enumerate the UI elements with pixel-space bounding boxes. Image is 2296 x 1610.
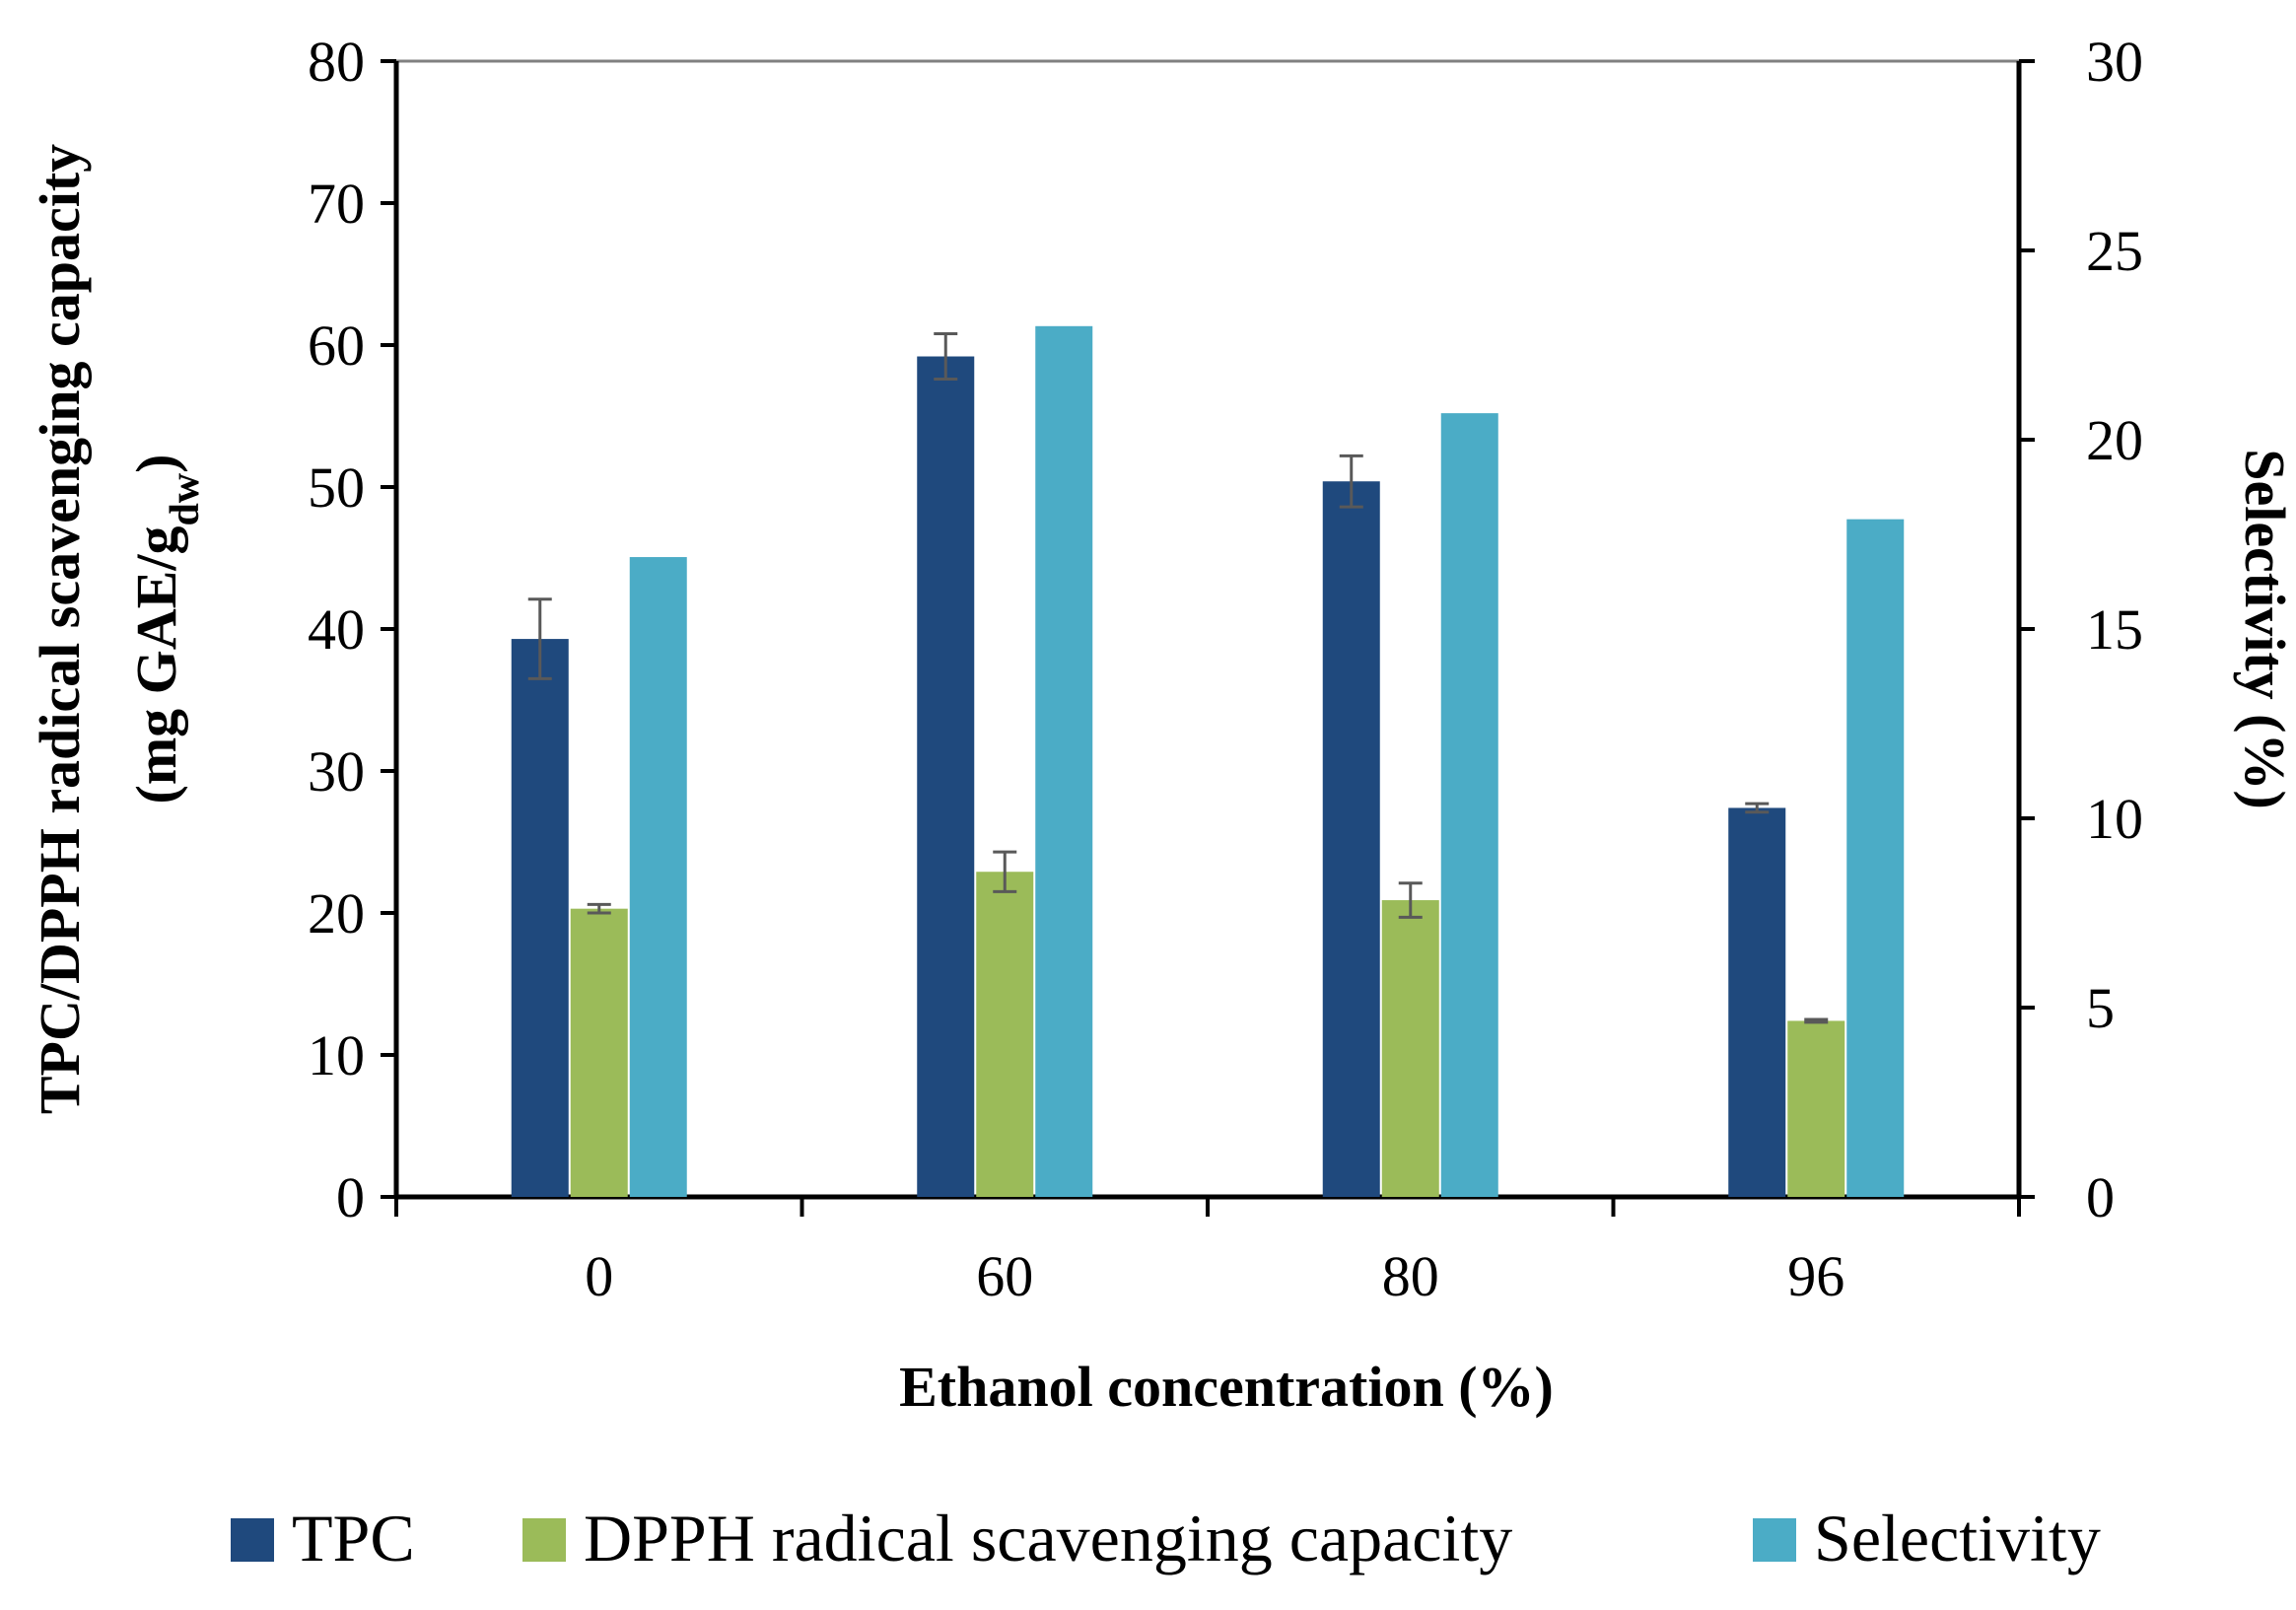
- bar-dpph: [1381, 900, 1439, 1197]
- y2-tick-label: 15: [2086, 597, 2143, 662]
- y2-tick-label: 30: [2086, 30, 2143, 94]
- legend-label-tpc: TPC: [292, 1501, 415, 1575]
- legend-swatch-selectivity: [1753, 1518, 1796, 1562]
- bar-dpph: [570, 908, 628, 1197]
- y2-tick-label: 5: [2086, 976, 2115, 1040]
- bar-tpc: [1728, 807, 1786, 1197]
- y-tick-label: 10: [308, 1023, 365, 1087]
- bar-selectivity: [1440, 413, 1498, 1197]
- x-tick-label: 96: [1787, 1244, 1844, 1308]
- bar-tpc: [1322, 481, 1380, 1197]
- legend-label-dpph: DPPH radical scavenging capacity: [584, 1501, 1512, 1575]
- y-tick-label: 20: [308, 881, 365, 945]
- bar-tpc: [917, 356, 975, 1197]
- y2-tick-label: 20: [2086, 408, 2143, 472]
- x-ticks: 0 60 80 96: [394, 1197, 2021, 1308]
- y-axis-title: TPC/DPPH radical scavenging capacity: [28, 144, 92, 1114]
- legend-swatch-dpph: [522, 1518, 566, 1562]
- y2-tick-label: 25: [2086, 219, 2143, 283]
- bar-dpph: [976, 872, 1034, 1197]
- bar-selectivity: [1035, 325, 1093, 1197]
- legend-label-selectivity: Selectivity: [1814, 1501, 2101, 1575]
- y-tick-label: 70: [308, 172, 365, 236]
- legend-swatch-tpc: [231, 1518, 274, 1562]
- y2-tick-label: 10: [2086, 787, 2143, 851]
- y2-axis-title: Selectivity (%): [2233, 449, 2296, 809]
- y-tick-label: 80: [308, 30, 365, 94]
- y-axis-title-units: (mg GAE/gdw): [124, 455, 208, 805]
- x-axis-title: Ethanol concentration (%): [899, 1355, 1554, 1419]
- y-tick-label: 40: [308, 597, 365, 662]
- y-tick-label: 60: [308, 314, 365, 378]
- y-tick-label: 50: [308, 455, 365, 520]
- bars: [511, 325, 1905, 1197]
- x-tick-label: 0: [585, 1244, 613, 1308]
- x-tick-label: 60: [976, 1244, 1033, 1308]
- y-tick-label: 0: [336, 1165, 365, 1229]
- left-y-ticks: 0 10 20 30 40 50 60 70 80: [308, 30, 396, 1229]
- right-y-ticks: 0 5 10 15 20 25 30: [2019, 30, 2143, 1229]
- bar-selectivity: [629, 557, 687, 1197]
- bar-tpc: [511, 639, 569, 1197]
- bar-dpph: [1787, 1020, 1845, 1197]
- bar-selectivity: [1846, 519, 1905, 1197]
- legend: TPC DPPH radical scavenging capacity Sel…: [231, 1501, 2101, 1575]
- y-tick-label: 30: [308, 739, 365, 804]
- y2-tick-label: 0: [2086, 1165, 2115, 1229]
- x-tick-label: 80: [1382, 1244, 1439, 1308]
